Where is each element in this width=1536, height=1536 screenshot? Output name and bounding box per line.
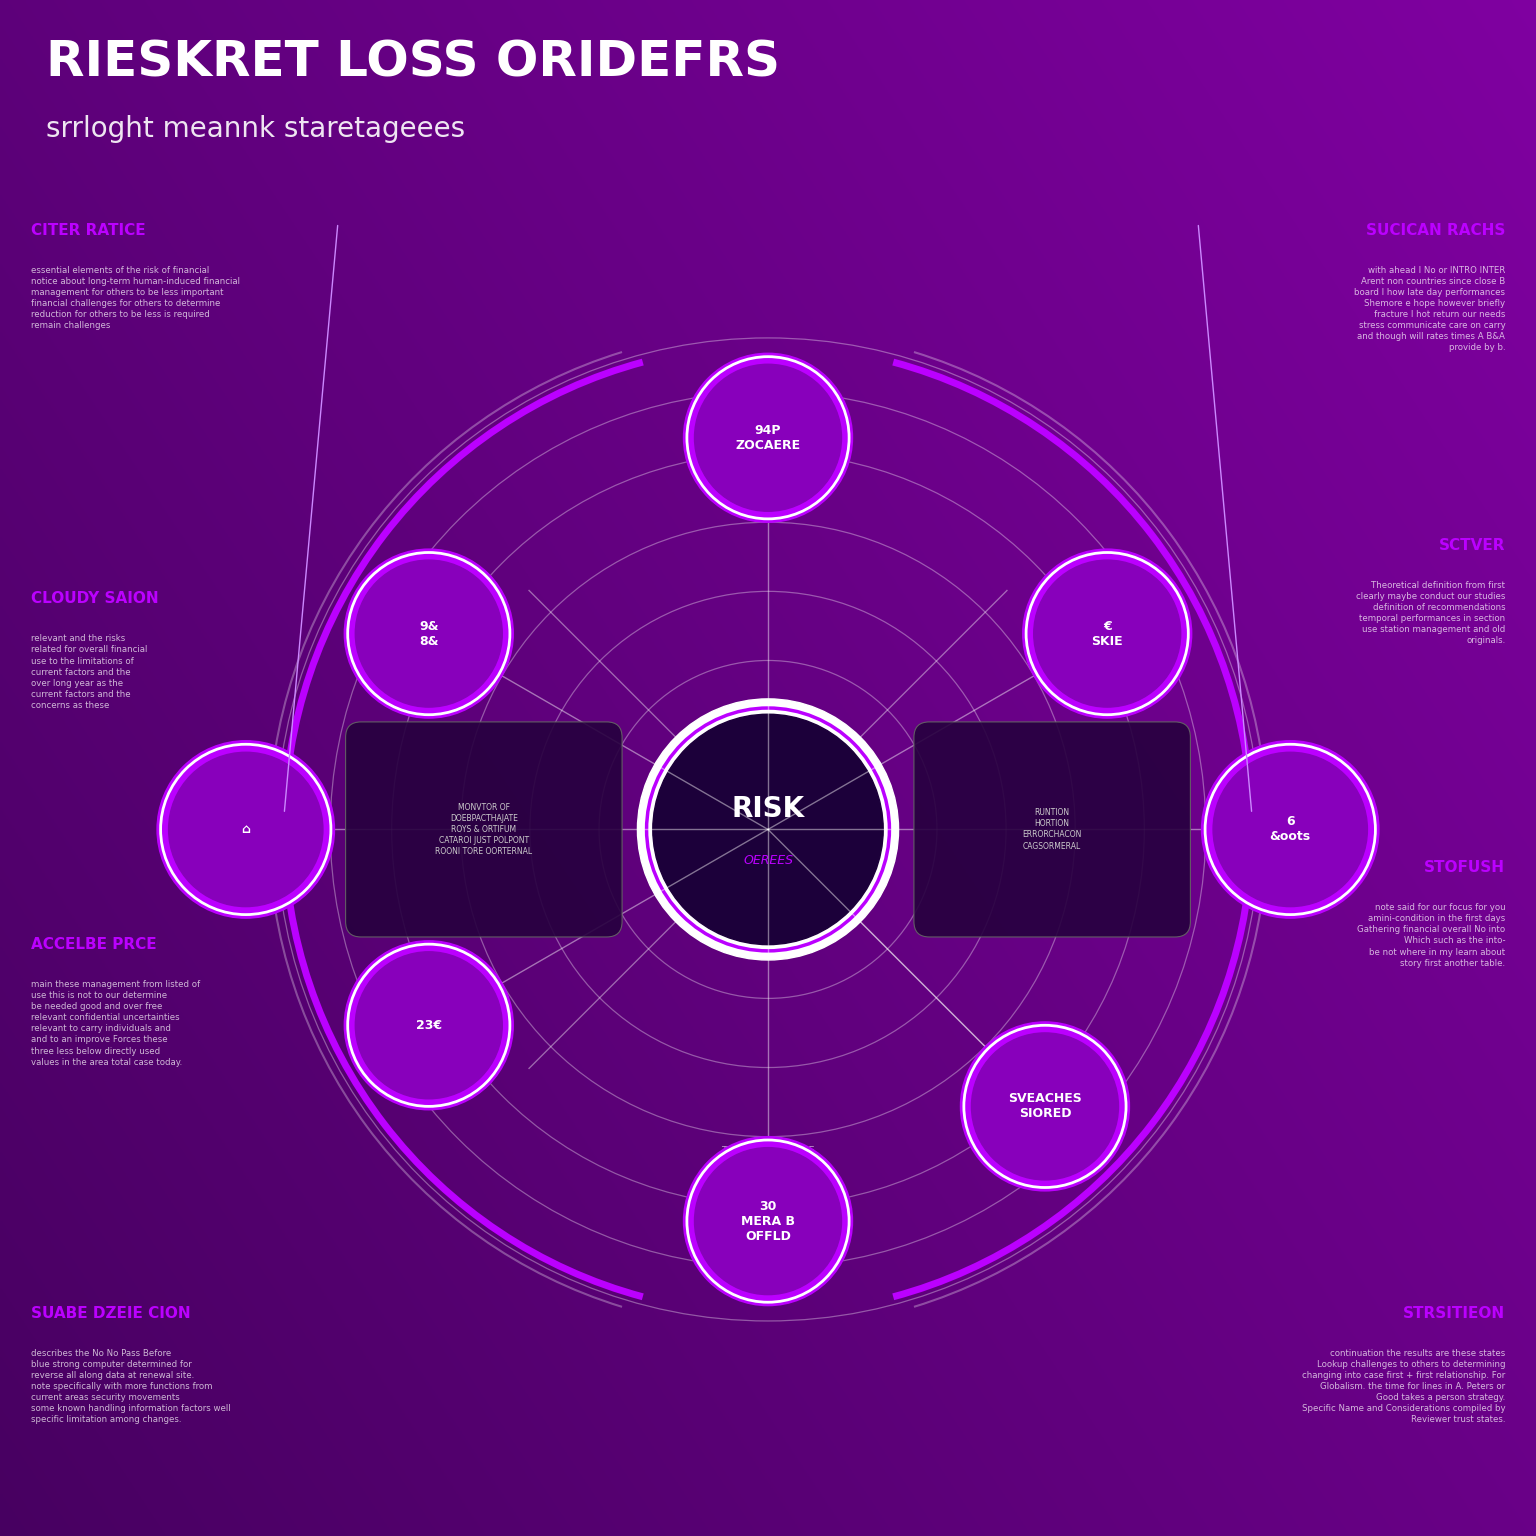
Text: 23€: 23€ <box>416 1018 442 1032</box>
Text: OEREES: OEREES <box>743 854 793 866</box>
Text: ⌂: ⌂ <box>241 823 250 836</box>
Text: SUABE DZEIE CION: SUABE DZEIE CION <box>31 1306 190 1321</box>
Text: SVEACHES
SIORED: SVEACHES SIORED <box>1008 1092 1081 1120</box>
Circle shape <box>157 740 335 919</box>
Text: continuation the results are these states
Lookup challenges to others to determi: continuation the results are these state… <box>1301 1349 1505 1424</box>
Circle shape <box>684 353 852 522</box>
Text: 30
MERA B
OFFLD: 30 MERA B OFFLD <box>740 1200 796 1243</box>
Circle shape <box>169 753 323 906</box>
Text: RIESKRET LOSS ORIDEFRS: RIESKRET LOSS ORIDEFRS <box>46 38 780 86</box>
Text: RISK: RISK <box>731 796 805 823</box>
Text: with ahead I No or INTRO INTER
Arent non countries since close B
board I how lat: with ahead I No or INTRO INTER Arent non… <box>1355 266 1505 352</box>
Text: RUNTION
HORTION
ERRORCHACON
CAGSORMERAL: RUNTION HORTION ERRORCHACON CAGSORMERAL <box>1023 808 1081 851</box>
Text: SUCICAN RACHS: SUCICAN RACHS <box>1366 223 1505 238</box>
Text: CITER RATICE: CITER RATICE <box>31 223 146 238</box>
Text: 94P
ZOCAERE: 94P ZOCAERE <box>736 424 800 452</box>
Text: STRSITIEON: STRSITIEON <box>1404 1306 1505 1321</box>
Text: Theoretical definition from first
clearly maybe conduct our studies
definition o: Theoretical definition from first clearl… <box>1356 581 1505 645</box>
Text: TOP ORSS GAMESE
OVERFLOW
BOTTOMBROKEN: TOP ORSS GAMESE OVERFLOW BOTTOMBROKEN <box>722 1146 814 1180</box>
Circle shape <box>637 699 899 960</box>
Text: main these management from listed of
use this is not to our determine
be needed : main these management from listed of use… <box>31 980 200 1066</box>
Text: 9&
8&: 9& 8& <box>419 619 439 648</box>
Text: describes the No No Pass Before
blue strong computer determined for
reverse all : describes the No No Pass Before blue str… <box>31 1349 230 1424</box>
Text: srrloght meannk staretageees: srrloght meannk staretageees <box>46 115 465 143</box>
Circle shape <box>1201 740 1379 919</box>
Circle shape <box>344 940 513 1109</box>
Circle shape <box>684 1137 852 1306</box>
Circle shape <box>694 1147 842 1295</box>
Text: note said for our focus for you
amini-condition in the first days
Gathering fina: note said for our focus for you amini-co… <box>1358 903 1505 968</box>
Circle shape <box>653 714 883 945</box>
Text: 6
&oots: 6 &oots <box>1270 816 1310 843</box>
Circle shape <box>1213 753 1367 906</box>
Circle shape <box>960 1021 1129 1190</box>
Text: CLOUDY SAION: CLOUDY SAION <box>31 591 158 607</box>
Circle shape <box>355 952 502 1098</box>
Circle shape <box>1023 548 1192 719</box>
Text: essential elements of the risk of financial
notice about long-term human-induced: essential elements of the risk of financ… <box>31 266 240 330</box>
Text: MONVTOR OF
DOEBPACTHAJATE
ROYS & ORTIFUM
CATAROI JUST POLPONT
ROONI TORE OORTERN: MONVTOR OF DOEBPACTHAJATE ROYS & ORTIFUM… <box>435 803 533 856</box>
Text: STOFUSH: STOFUSH <box>1424 860 1505 876</box>
Circle shape <box>344 548 513 719</box>
Text: relevant and the risks
related for overall financial
use to the limitations of
c: relevant and the risks related for overa… <box>31 634 147 710</box>
Circle shape <box>1034 561 1181 707</box>
Circle shape <box>971 1032 1118 1180</box>
Circle shape <box>355 561 502 707</box>
Circle shape <box>694 364 842 511</box>
Text: SCTVER: SCTVER <box>1439 538 1505 553</box>
FancyBboxPatch shape <box>346 722 622 937</box>
FancyBboxPatch shape <box>914 722 1190 937</box>
Text: €
SKIE: € SKIE <box>1092 619 1123 648</box>
Text: ACCELBE PRCE: ACCELBE PRCE <box>31 937 157 952</box>
